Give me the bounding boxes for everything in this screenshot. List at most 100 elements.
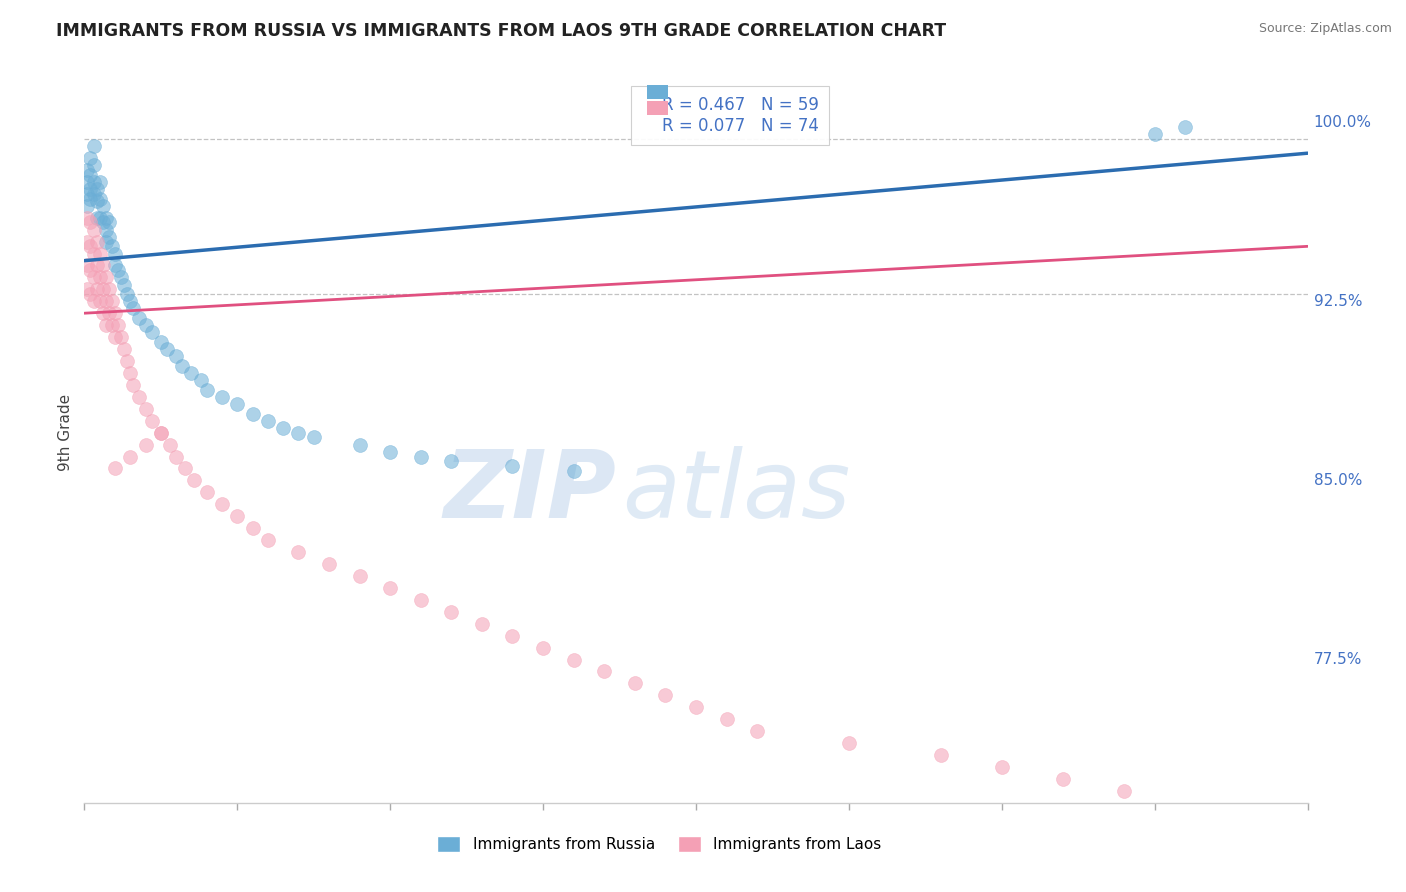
Point [89, 211, 111, 225]
Point [287, 425, 309, 440]
Point [110, 270, 132, 285]
Point [97, 215, 120, 229]
Point [107, 318, 129, 333]
Point [242, 521, 264, 535]
Point [79, 192, 101, 206]
Point [91, 282, 114, 296]
Point [226, 397, 249, 411]
Point [97, 282, 120, 296]
Point [349, 437, 371, 451]
Point [562, 652, 585, 666]
FancyBboxPatch shape [647, 85, 668, 99]
Point [91, 215, 114, 229]
Text: R = 0.467   N = 59
    R = 0.077   N = 74: R = 0.467 N = 59 R = 0.077 N = 74 [641, 95, 818, 135]
Point [135, 318, 157, 333]
Point [79, 182, 101, 196]
Point [89, 192, 111, 206]
Point [76, 199, 98, 213]
Point [156, 342, 179, 356]
Point [149, 425, 172, 440]
Text: 85.0%: 85.0% [1313, 473, 1362, 488]
Text: 92.5%: 92.5% [1313, 293, 1362, 309]
Point [135, 437, 157, 451]
Point [271, 421, 294, 435]
Point [76, 235, 98, 249]
Point [79, 151, 101, 165]
Point [86, 182, 108, 196]
Point [135, 401, 157, 416]
Point [929, 747, 952, 762]
Point [76, 259, 98, 273]
Point [94, 222, 117, 236]
Point [180, 366, 202, 380]
Point [531, 640, 554, 655]
Point [120, 366, 142, 380]
Point [83, 139, 105, 153]
Point [1143, 127, 1166, 141]
Point [112, 277, 135, 292]
Point [1114, 784, 1136, 798]
Point [101, 318, 124, 333]
Text: Source: ZipAtlas.com: Source: ZipAtlas.com [1258, 22, 1392, 36]
Point [128, 310, 150, 325]
Point [838, 736, 860, 750]
Point [76, 162, 98, 177]
Point [94, 294, 117, 309]
Point [440, 454, 463, 468]
Point [83, 294, 105, 309]
Point [242, 407, 264, 421]
Point [349, 569, 371, 583]
Legend: Immigrants from Russia, Immigrants from Laos: Immigrants from Russia, Immigrants from … [432, 830, 887, 858]
Point [1052, 772, 1074, 786]
Point [101, 239, 124, 253]
Point [94, 211, 117, 225]
Point [502, 629, 524, 643]
Y-axis label: 9th Grade: 9th Grade [58, 394, 73, 471]
Point [128, 390, 150, 404]
Point [86, 282, 108, 296]
Point [172, 359, 194, 373]
Point [174, 461, 197, 475]
Text: 77.5%: 77.5% [1313, 652, 1362, 667]
Point [94, 318, 117, 333]
Point [83, 270, 105, 285]
Point [115, 354, 138, 368]
Point [122, 301, 145, 316]
Point [91, 259, 114, 273]
Point [91, 199, 114, 213]
Point [86, 194, 108, 208]
Point [83, 186, 105, 201]
Text: 100.0%: 100.0% [1313, 115, 1372, 129]
Point [226, 509, 249, 524]
Point [104, 246, 127, 260]
Point [86, 235, 108, 249]
Point [380, 581, 402, 595]
Point [83, 222, 105, 236]
Point [76, 282, 98, 296]
Point [79, 287, 101, 301]
Text: IMMIGRANTS FROM RUSSIA VS IMMIGRANTS FROM LAOS 9TH GRADE CORRELATION CHART: IMMIGRANTS FROM RUSSIA VS IMMIGRANTS FRO… [56, 22, 946, 40]
Point [440, 605, 463, 619]
Point [122, 377, 145, 392]
Point [624, 676, 647, 690]
Point [141, 414, 163, 428]
Point [471, 616, 494, 631]
Point [83, 175, 105, 189]
Point [76, 186, 98, 201]
Point [104, 306, 127, 320]
Point [107, 263, 129, 277]
Point [89, 246, 111, 260]
Point [685, 700, 707, 714]
Point [318, 557, 340, 571]
Point [104, 330, 127, 344]
Point [79, 263, 101, 277]
Point [257, 533, 280, 547]
Point [195, 383, 218, 397]
Point [211, 390, 233, 404]
Point [89, 175, 111, 189]
Point [190, 373, 212, 387]
Point [79, 215, 101, 229]
Point [89, 270, 111, 285]
Point [76, 175, 98, 189]
Point [287, 545, 309, 559]
